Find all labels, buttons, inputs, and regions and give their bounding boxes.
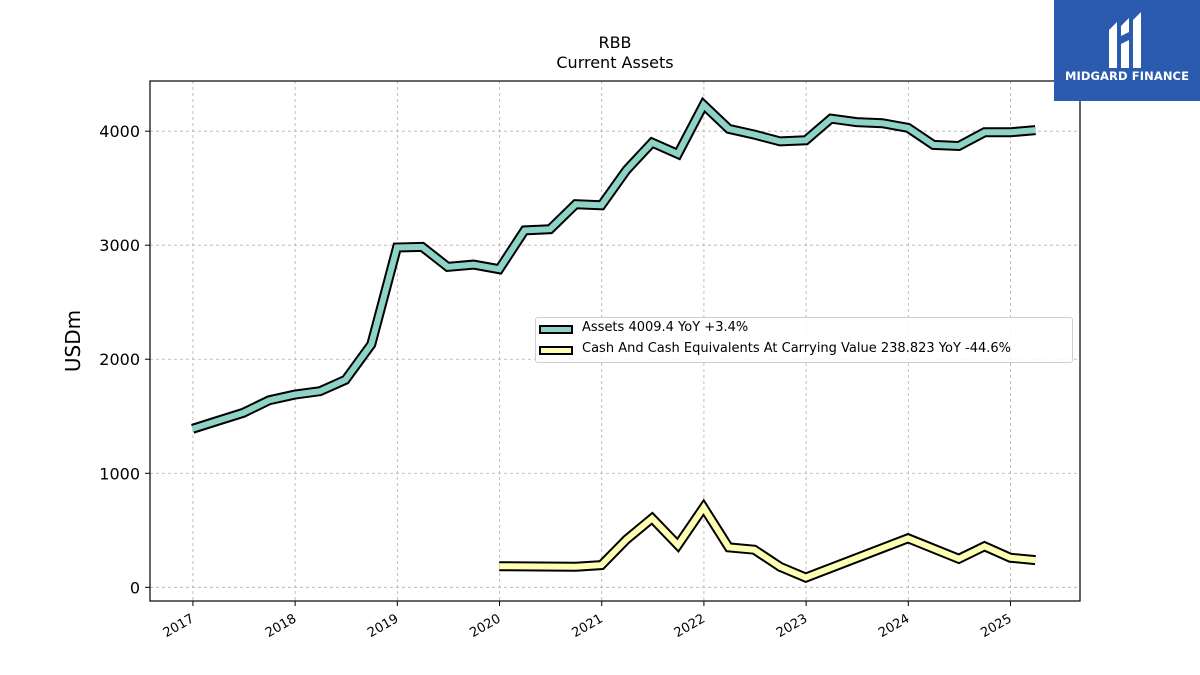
x-tick-label: 2018	[263, 611, 299, 641]
x-tick-label: 2025	[978, 611, 1014, 641]
x-tick-label: 2017	[161, 611, 197, 641]
x-tick-label: 2021	[570, 611, 606, 641]
y-axis-label: USDm	[61, 310, 85, 372]
chart-title: RBB	[598, 33, 632, 52]
y-tick-label: 0	[130, 578, 140, 597]
x-tick-label: 2020	[467, 611, 503, 641]
y-tick-label: 3000	[99, 236, 140, 255]
legend-swatch-assets	[539, 325, 573, 334]
x-tick-label: 2019	[365, 611, 401, 641]
x-tick-label: 2024	[876, 611, 912, 641]
series-cash-line	[499, 502, 1036, 581]
brand-logo: MIDGARD FINANCE	[1054, 0, 1200, 101]
chart-subtitle: Current Assets	[556, 53, 674, 72]
legend: Assets 4009.4 YoY +3.4% Cash And Cash Eq…	[535, 317, 1073, 363]
y-tick-label: 1000	[99, 464, 140, 483]
brand-name: MIDGARD FINANCE	[1064, 69, 1190, 83]
plot-frame	[149, 80, 1081, 602]
y-tick-label: 2000	[99, 350, 140, 369]
y-tick-label: 4000	[99, 122, 140, 141]
legend-label-assets: Assets 4009.4 YoY +3.4%	[582, 320, 749, 335]
series-assets-line	[191, 99, 1036, 432]
series-assets-outline	[191, 96, 1036, 434]
x-tick-label: 2022	[672, 611, 708, 641]
brand-mark-icon	[1109, 12, 1141, 68]
legend-label-cash: Cash And Cash Equivalents At Carrying Va…	[582, 341, 1011, 356]
x-tick-label: 2023	[774, 611, 810, 641]
legend-swatch-cash	[539, 346, 573, 355]
